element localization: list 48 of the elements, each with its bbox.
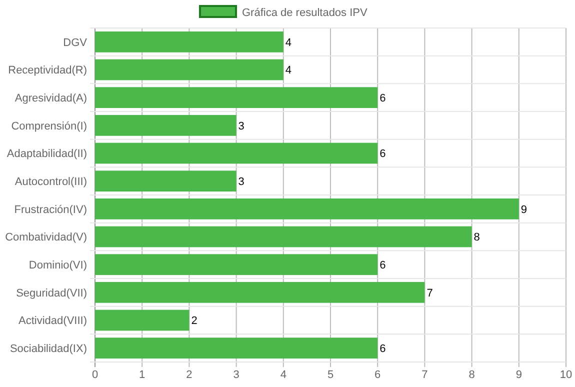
y-tick-label: Agresividad(A) bbox=[14, 92, 87, 104]
bar bbox=[95, 59, 284, 80]
x-tick-label: 2 bbox=[186, 369, 192, 381]
data-label: 3 bbox=[238, 120, 244, 132]
data-label: 6 bbox=[380, 342, 386, 355]
data-label: 6 bbox=[380, 92, 386, 104]
data-label: 2 bbox=[191, 315, 198, 328]
x-tick-label: 4 bbox=[280, 369, 286, 381]
x-tick-label: 6 bbox=[374, 369, 381, 381]
bar bbox=[95, 31, 284, 52]
data-label: 6 bbox=[380, 259, 386, 272]
y-tick-label: Adaptabilidad(II) bbox=[6, 148, 87, 160]
data-label: 6 bbox=[380, 148, 386, 160]
bar bbox=[95, 142, 378, 164]
y-tick-label: Receptividad(R) bbox=[8, 64, 87, 77]
x-tick-label: 3 bbox=[233, 369, 240, 381]
x-tick-label: 1 bbox=[139, 369, 146, 381]
bar bbox=[95, 226, 472, 248]
bar bbox=[95, 310, 190, 331]
y-tick-label: Combatividad(V) bbox=[5, 232, 87, 244]
y-tick-label: Actividad(VIII) bbox=[18, 315, 87, 328]
y-tick-label: Frustración(IV) bbox=[14, 204, 87, 216]
bar bbox=[95, 87, 378, 108]
bar bbox=[95, 338, 378, 359]
data-label: 8 bbox=[474, 232, 480, 244]
x-tick-label: 5 bbox=[327, 369, 334, 381]
bar bbox=[95, 254, 378, 276]
y-tick-label: Sociabilidad(IX) bbox=[10, 342, 87, 355]
legend-label: Gráfica de resultados IPV bbox=[242, 6, 368, 19]
bar bbox=[95, 170, 236, 192]
x-tick-label: 7 bbox=[422, 369, 428, 381]
x-tick-label: 9 bbox=[516, 369, 522, 381]
x-tick-label: 8 bbox=[468, 369, 475, 381]
y-tick-label: Comprensión(I) bbox=[11, 120, 87, 132]
data-label: 9 bbox=[520, 204, 528, 216]
bar bbox=[95, 198, 519, 220]
data-label: 7 bbox=[426, 287, 433, 300]
y-tick-label: Autocontrol(III) bbox=[14, 176, 87, 188]
data-label: 3 bbox=[238, 176, 244, 188]
x-tick-label: 10 bbox=[560, 369, 572, 381]
y-tick-label: DGV bbox=[63, 36, 88, 49]
bar bbox=[95, 282, 425, 303]
data-label: 4 bbox=[285, 36, 292, 49]
y-tick-label: Dominio(VI) bbox=[28, 259, 87, 272]
bar bbox=[95, 114, 236, 136]
y-tick-label: Seguridad(VII) bbox=[16, 287, 87, 300]
x-tick-label: 0 bbox=[92, 369, 98, 381]
data-label: 4 bbox=[285, 64, 292, 77]
